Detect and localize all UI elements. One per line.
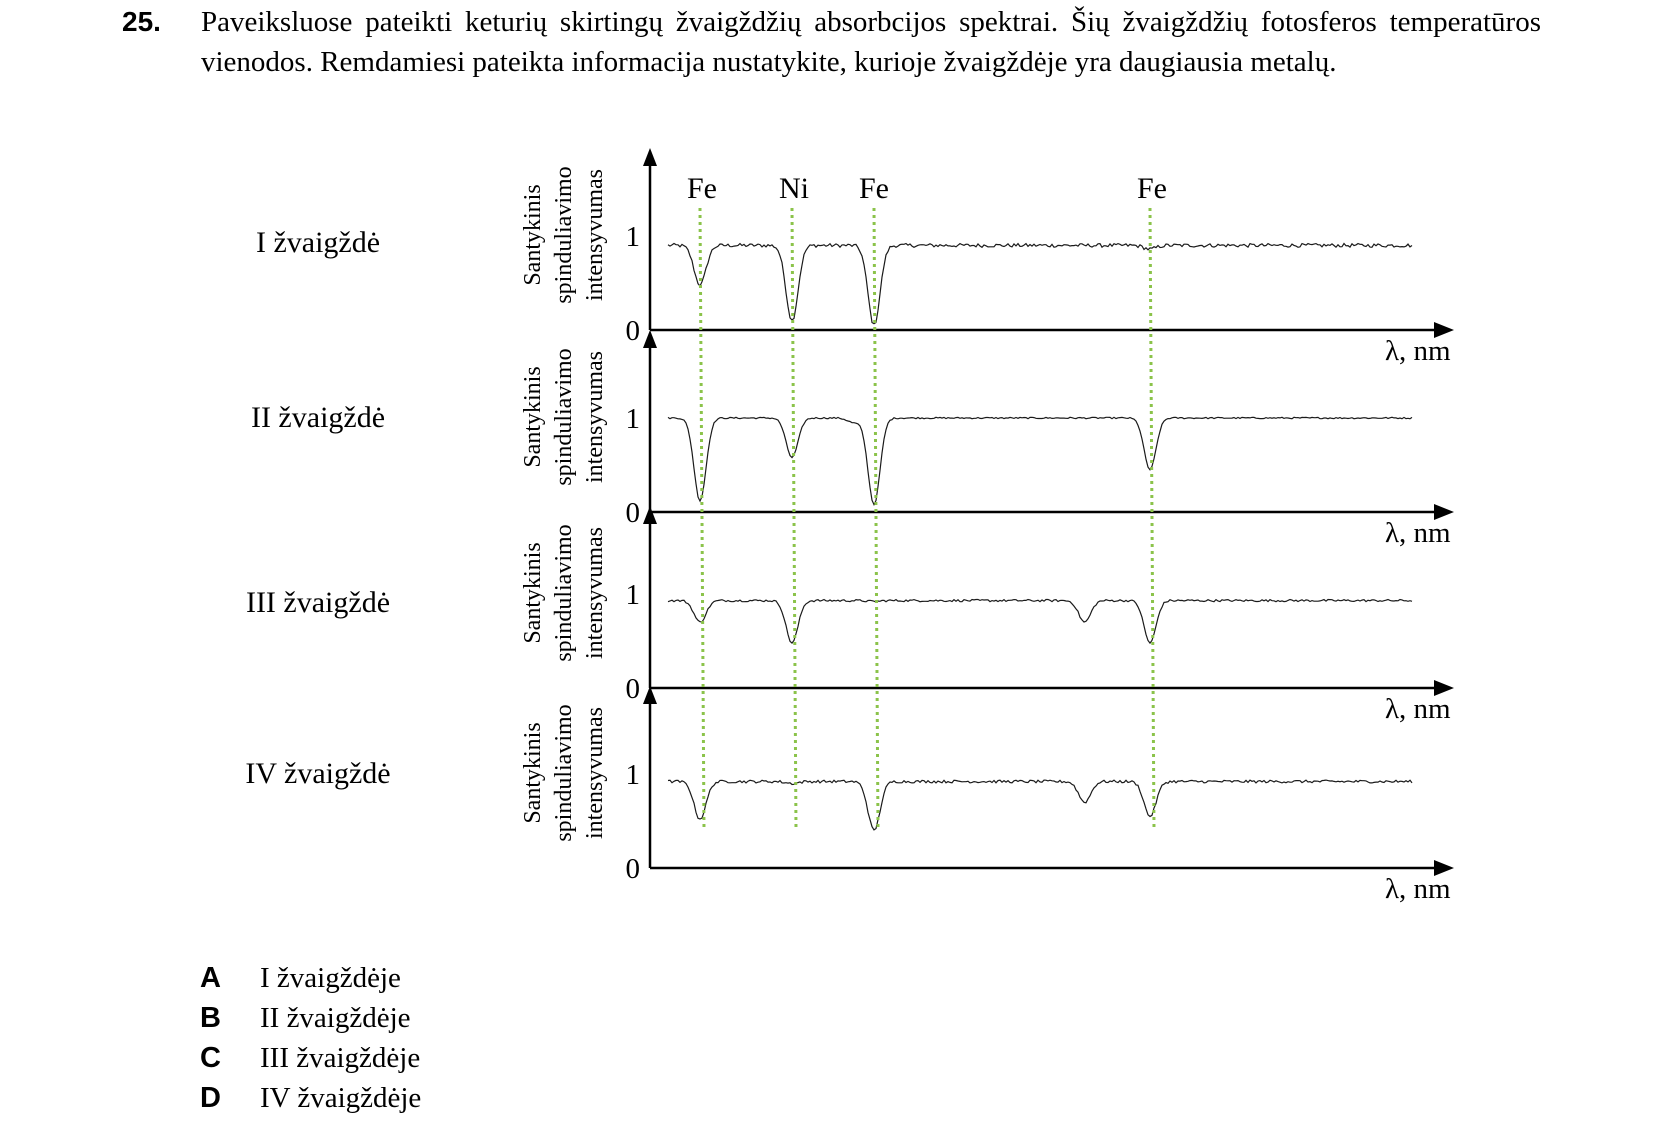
y-tick-label: 1 xyxy=(626,579,641,611)
answer-letter: B xyxy=(200,1002,221,1034)
x-axis-label: λ, nm xyxy=(1385,873,1451,905)
spectrum-line xyxy=(667,242,1413,325)
answer-letter: C xyxy=(200,1042,221,1074)
y-tick-label: 1 xyxy=(626,759,641,791)
y-axis-label: intensyvumas xyxy=(582,707,608,839)
y-axis-label: Santykinis xyxy=(520,184,546,285)
y-axis-label: intensyvumas xyxy=(582,351,608,483)
spectrum-line xyxy=(667,779,1413,831)
element-guide-line xyxy=(790,207,798,831)
spectrum-line xyxy=(667,598,1413,645)
element-guide-line xyxy=(872,207,880,831)
answer-letter: A xyxy=(200,962,221,994)
y-axis-label: intensyvumas xyxy=(582,169,608,301)
y-axis-arrow xyxy=(643,330,657,348)
y-tick-label: 0 xyxy=(626,315,641,347)
answer-text: II žvaigždėje xyxy=(260,1002,411,1034)
element-guide-line xyxy=(698,207,706,831)
star-label: II žvaigždė xyxy=(251,401,385,434)
answer-letter: D xyxy=(200,1082,221,1114)
star-label: I žvaigždė xyxy=(256,226,380,259)
element-guide-line xyxy=(1148,207,1156,831)
y-axis-label: Santykinis xyxy=(520,542,546,643)
y-axis-label: Santykinis xyxy=(520,722,546,823)
question-text: Paveiksluose pateikti keturių skirtingų … xyxy=(201,6,1541,78)
y-axis-arrow xyxy=(643,686,657,704)
spectrum-line xyxy=(667,416,1413,507)
x-axis-arrow xyxy=(1434,504,1454,520)
element-label: Fe xyxy=(1137,172,1167,205)
answer-text: IV žvaigždėje xyxy=(260,1082,422,1114)
x-axis-arrow xyxy=(1434,680,1454,696)
y-axis-label: intensyvumas xyxy=(582,527,608,659)
y-axis-arrow xyxy=(643,148,657,166)
y-axis-label: spinduliavimo xyxy=(551,166,577,303)
x-axis-arrow xyxy=(1434,860,1454,876)
answer-text: III žvaigždėje xyxy=(260,1042,421,1074)
y-tick-label: 0 xyxy=(626,853,641,885)
y-axis-label: Santykinis xyxy=(520,366,546,467)
x-axis-label: λ, nm xyxy=(1385,693,1451,725)
x-axis-arrow xyxy=(1434,322,1454,338)
y-axis-label: spinduliavimo xyxy=(551,524,577,661)
element-label: Ni xyxy=(779,172,809,205)
x-axis-label: λ, nm xyxy=(1385,335,1451,367)
y-axis-label: spinduliavimo xyxy=(551,704,577,841)
y-axis-arrow xyxy=(643,506,657,524)
x-axis-label: λ, nm xyxy=(1385,517,1451,549)
answer-text: I žvaigždėje xyxy=(260,962,401,994)
star-label: III žvaigždė xyxy=(246,586,390,619)
star-label: IV žvaigždė xyxy=(245,757,390,790)
y-tick-label: 0 xyxy=(626,673,641,705)
element-label: Fe xyxy=(859,172,889,205)
y-tick-label: 1 xyxy=(626,221,641,253)
y-tick-label: 0 xyxy=(626,497,641,529)
y-axis-label: spinduliavimo xyxy=(551,348,577,485)
y-tick-label: 1 xyxy=(626,403,641,435)
element-label: Fe xyxy=(687,172,717,205)
question-number: 25. xyxy=(122,6,161,37)
